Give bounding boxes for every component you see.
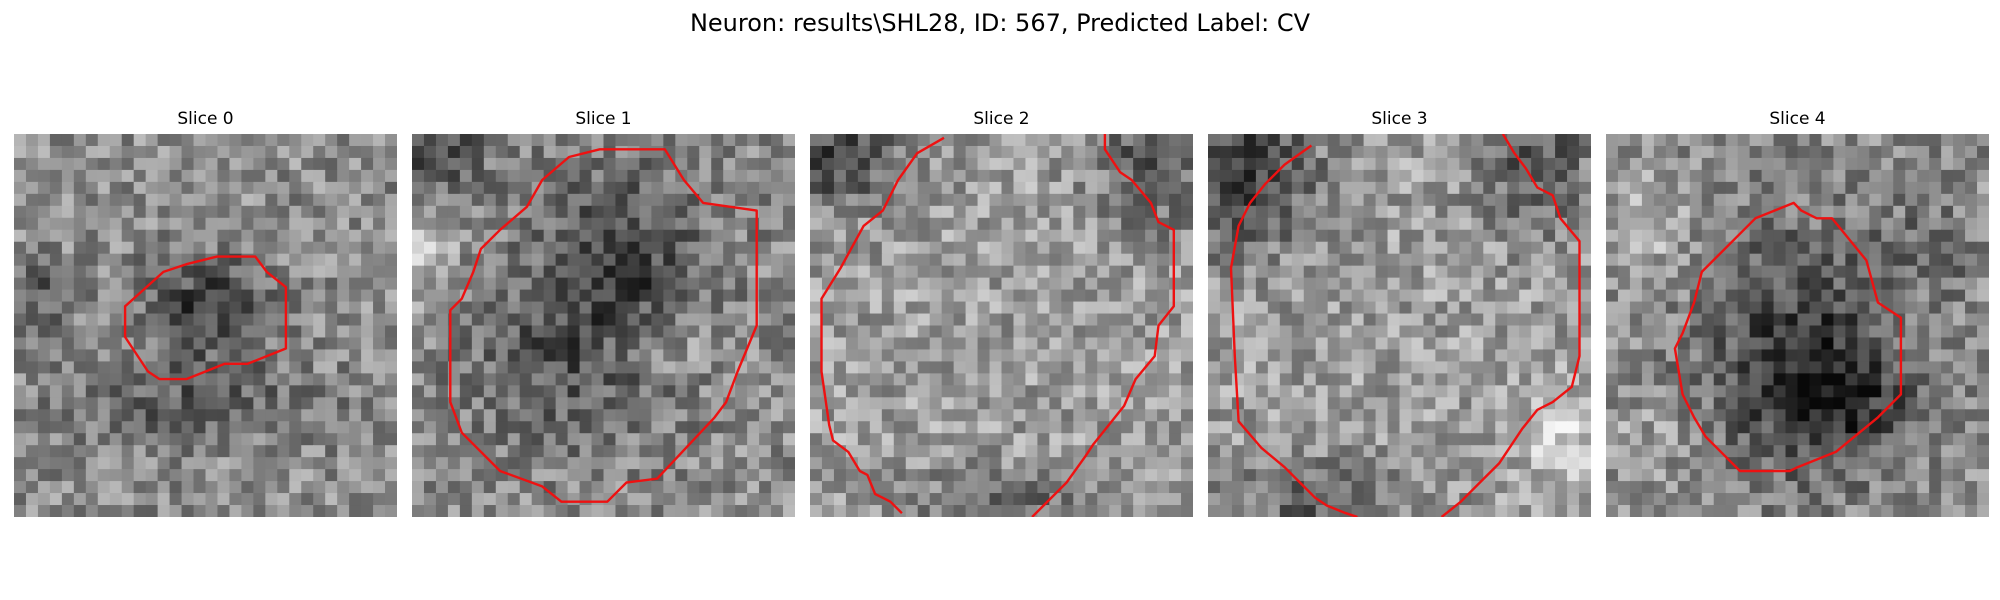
- slice-image: [412, 134, 795, 517]
- slice-title: Slice 4: [1769, 109, 1826, 129]
- pixel-grid: [1606, 134, 1989, 517]
- neuron-contour: [449, 148, 758, 503]
- slice-panel-4: Slice 4: [1606, 108, 1989, 518]
- pixel-grid: [810, 134, 1193, 517]
- slice-title: Slice 3: [1371, 109, 1428, 129]
- slice-title: Slice 2: [973, 109, 1030, 129]
- neuron-contour: [820, 136, 945, 515]
- neuron-contour: [123, 255, 288, 381]
- pixel-grid: [14, 134, 397, 517]
- figure-title: Neuron: results\SHL28, ID: 567, Predicte…: [689, 9, 1311, 37]
- neuron-contour-right: [1031, 134, 1175, 517]
- slice-panel-3: Slice 3: [1208, 108, 1591, 518]
- slice-image: [14, 134, 397, 517]
- pixel-grid: [412, 134, 795, 517]
- pixel-grid: [1208, 134, 1591, 517]
- slice-title: Slice 1: [575, 109, 632, 129]
- slice-title: Slice 0: [177, 109, 234, 129]
- slice-image: [810, 134, 1193, 517]
- neuron-contour: [1673, 201, 1903, 473]
- slice-image: [1606, 134, 1989, 517]
- slice-panel-0: Slice 0: [14, 108, 397, 518]
- slice-panel-2: Slice 2: [810, 108, 1193, 518]
- neuron-contour-right: [1440, 134, 1581, 517]
- slice-image: [1208, 134, 1591, 517]
- neuron-contour: [1229, 144, 1358, 517]
- slice-panel-1: Slice 1: [412, 108, 795, 518]
